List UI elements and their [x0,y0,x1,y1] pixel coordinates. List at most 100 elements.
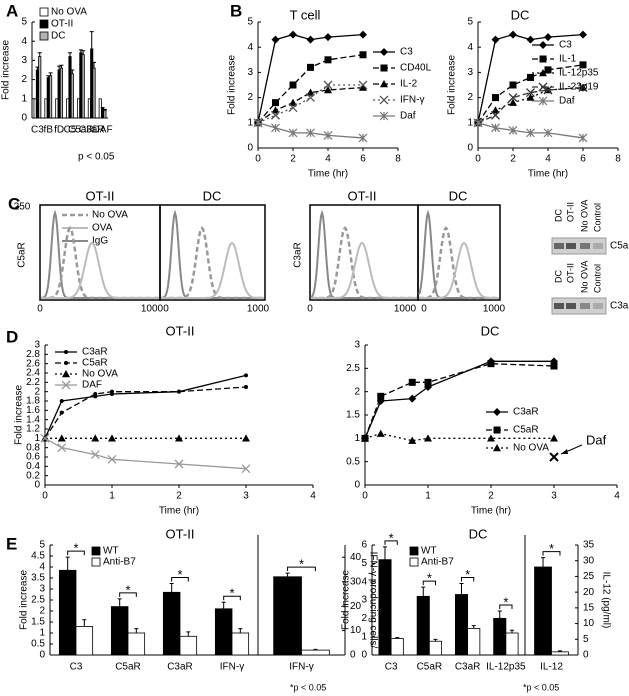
marker [376,429,385,437]
x-tick-label: DAF [93,125,113,136]
marker [377,392,385,400]
legend-label: C5aR [82,358,108,369]
series-line [364,432,554,442]
panel-letter: D [6,327,18,346]
y-tick-label: 3 [247,67,253,78]
lane-label: No OVA [579,200,589,232]
histogram-curve [161,241,264,299]
y-label: Fold increase [447,55,458,115]
x-tick-label: 0 [255,154,261,165]
histogram-curve [310,209,417,299]
error-bar [383,546,388,560]
x-tick-label: C3 [31,125,44,136]
error-bar [78,49,83,53]
plot-title: OT-II [86,188,115,203]
x-tick-label: 4 [325,154,331,165]
panel-letter: E [6,534,17,553]
marker [271,106,280,114]
marker [492,94,499,102]
legend-label: C3 [400,47,413,58]
y-tick-label: 5 [467,17,473,28]
histogram-curve [311,241,417,299]
error-bar [70,69,75,74]
significance-mark: * [389,530,394,545]
histogram-frame [417,204,501,301]
marker [544,33,552,42]
error-bar [68,52,72,57]
series-line [257,86,364,124]
x-tick-label: 0 [42,491,48,502]
legend-label: WT [103,546,119,557]
y-tick-label: 1.2 [26,424,40,435]
error-bar [238,628,243,633]
marker [424,378,432,386]
marker [242,434,250,442]
error-bar [117,598,122,607]
marker [579,61,587,69]
legend-label: IgG [92,236,108,247]
x-tick-label: IFN-γ [289,662,313,673]
y-tick-label: 15 [583,602,595,613]
marker [578,83,588,92]
marker [509,81,517,89]
significance-bracket [67,550,85,556]
panel-letter: B [230,1,242,20]
y-tick-label: 3 [467,67,473,78]
y-tick-label: 20 [350,601,362,612]
y-tick-label: 1.5 [31,617,45,628]
band [554,303,564,309]
marker [244,385,248,389]
y-tick-label: 5 [39,540,45,551]
legend-label: IL-12p35 [559,68,599,79]
y-tick-label: 10 [583,618,595,629]
legend-marker [380,48,388,56]
x-tick-label: 0 [362,491,368,502]
arrow-head [561,449,568,454]
marker [57,434,66,442]
error-bar [497,610,502,619]
y-tick-label: 0 [247,143,253,154]
series-line [257,122,364,139]
legend-marker [539,55,547,63]
bar [70,73,74,119]
legend-label: IL-23p19 [559,82,599,93]
marker [59,399,64,403]
error-bar [541,557,546,567]
x-tick-label: 3 [551,491,557,502]
lane-label: Control [592,264,602,293]
x-tick-label: C3aR [455,662,481,673]
legend-swatch [409,557,419,567]
bar [467,628,481,656]
y-tick-label: 2.8 [26,349,40,360]
panel-c: C 250 C5aR OT-II DC 0 1000 0 1000 No OVA… [8,188,629,314]
x-tick-label: C5aR [115,662,141,673]
y-tick-label: 1.6 [26,405,40,416]
bar [59,67,64,119]
y-tick-label: 3 [21,55,27,66]
bar [38,56,42,119]
plot-title: DC [203,188,222,203]
plot-title: DC [511,7,530,22]
error-bar [285,572,290,577]
legend-swatch [39,31,49,41]
x-tick-label: IL-12p35 [486,662,526,673]
y-tick-label: 4 [247,42,253,53]
point-label: Daf [586,432,607,447]
marker [244,373,248,378]
marker [579,30,587,39]
x-tick-label: 1000 [394,304,417,315]
x-tick-label: 1 [109,491,115,502]
legend-marker [62,370,70,378]
x-tick-label: 0 [475,154,481,165]
significance-mark: * [549,541,554,556]
y-tick-label: 2.5 [346,363,360,374]
y-tick-label: 2 [354,386,360,397]
error-bar [81,50,86,55]
series-line [477,122,584,139]
marker [578,133,588,143]
marker [110,389,114,394]
error-bar [37,52,42,57]
error-bar [82,619,87,627]
significance-mark: * [465,567,470,582]
marker [543,128,553,138]
